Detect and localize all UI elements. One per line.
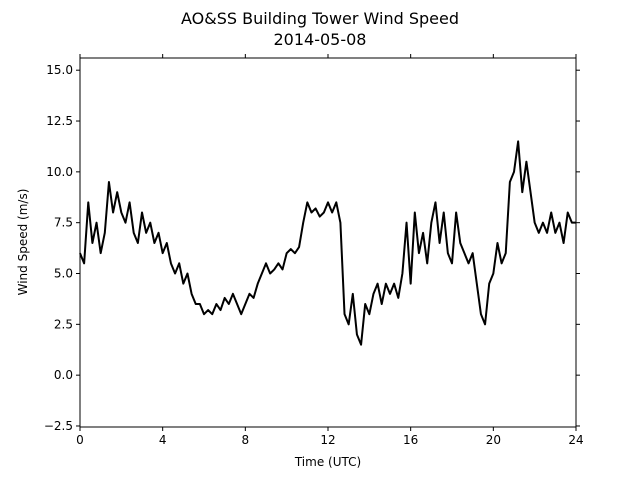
y-tick-label: 5.0	[54, 267, 73, 281]
x-tick-label: 4	[159, 433, 167, 447]
plot-frame	[79, 57, 577, 428]
x-tick-label: 8	[242, 433, 250, 447]
chart-title: AO&SS Building Tower Wind Speed	[181, 9, 459, 28]
y-tick-label: −2.5	[44, 419, 73, 433]
data-line	[79, 140, 576, 346]
y-axis-label: Wind Speed (m/s)	[16, 189, 30, 296]
y-tick-label: 0.0	[54, 368, 73, 382]
y-tick-label: 12.5	[46, 114, 73, 128]
y-tick-label: 15.0	[46, 63, 73, 77]
y-tick-label: 2.5	[54, 317, 73, 331]
x-axis-label: Time (UTC)	[294, 455, 361, 469]
chart-subtitle: 2014-05-08	[274, 30, 367, 49]
x-tick-label: 24	[568, 433, 583, 447]
y-tick-label: 7.5	[54, 216, 73, 230]
y-tick-label: 10.0	[46, 165, 73, 179]
x-tick-label: 16	[403, 433, 418, 447]
x-tick-label: 20	[486, 433, 501, 447]
x-tick-label: 0	[76, 433, 84, 447]
x-tick-label: 12	[320, 433, 335, 447]
